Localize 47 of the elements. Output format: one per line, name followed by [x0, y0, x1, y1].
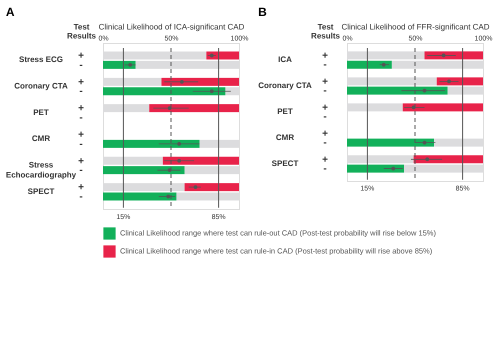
y-tick-label: -: [323, 112, 327, 123]
y-tick-label: +: [322, 128, 328, 140]
y-tick-label: -: [323, 60, 327, 71]
y-tick-label: -: [79, 165, 83, 176]
y-tick-label: +: [322, 154, 328, 166]
x-axis-title: Clinical Likelihood of FFR-significant CAD: [341, 22, 490, 32]
y-tick-label: -: [79, 138, 83, 150]
y-tick-label: +: [78, 76, 84, 88]
y-tick-label: -: [79, 86, 83, 98]
y-tick-label: +: [322, 76, 328, 88]
y-tick-label: +: [78, 156, 84, 167]
text: ICA: [278, 55, 292, 64]
y-tick-label: +: [78, 103, 84, 114]
y-tick-label: +: [78, 129, 84, 140]
text: CMR: [32, 134, 50, 144]
text: PET: [33, 108, 49, 117]
y-tick-label: -: [79, 60, 83, 71]
y-axis-title: Test Results: [67, 22, 96, 40]
y-tick-label: -: [79, 112, 83, 124]
point: [166, 194, 170, 198]
text: SPECT: [28, 186, 54, 196]
y-tick-label: +: [322, 102, 328, 114]
text: PET: [277, 107, 293, 116]
y-tick-label: +: [322, 50, 328, 62]
chart-title: A: [6, 5, 15, 19]
point: [210, 54, 214, 58]
text: Stress Echocardiography: [6, 160, 77, 180]
text: Coronary CTA: [258, 81, 312, 90]
y-tick-label: -: [79, 191, 83, 202]
text: SPECT: [272, 158, 298, 168]
point: [422, 140, 426, 144]
point: [391, 166, 396, 170]
text: Coronary CTA: [14, 82, 68, 91]
point: [442, 54, 446, 58]
x-axis-title: Clinical Likelihood of ICA-significant CAD: [98, 22, 245, 32]
text: CMR: [276, 132, 294, 142]
point: [180, 80, 184, 84]
point: [447, 80, 451, 84]
y-tick-label: -: [323, 164, 327, 175]
chart-title: B: [258, 5, 268, 19]
y-tick-label: +: [78, 182, 84, 194]
point: [177, 142, 182, 146]
y-tick-label: -: [323, 86, 327, 97]
text: Stress ECG: [18, 55, 64, 64]
y-tick-label: -: [323, 138, 327, 149]
y-axis-title: Test Results: [311, 22, 340, 40]
y-tick-label: +: [78, 50, 84, 62]
